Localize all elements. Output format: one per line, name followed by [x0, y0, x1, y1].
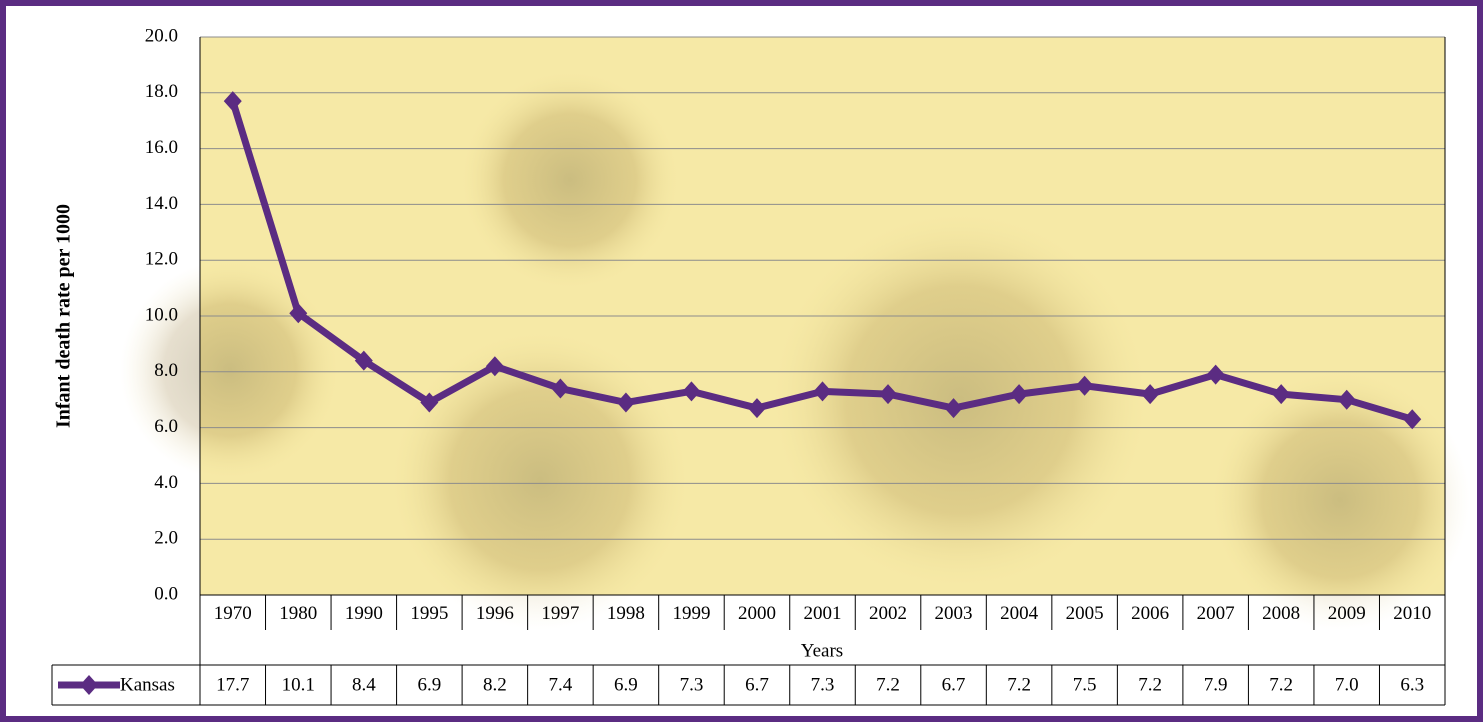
table-value: 6.7 — [745, 674, 769, 695]
table-value: 6.3 — [1400, 674, 1424, 695]
table-value: 7.0 — [1335, 674, 1359, 695]
table-value: 7.2 — [1269, 674, 1293, 695]
x-tick-label: 2004 — [1000, 603, 1039, 624]
table-value: 10.1 — [282, 674, 315, 695]
x-tick-label: 2007 — [1197, 603, 1235, 624]
x-tick-label: 1990 — [345, 603, 383, 624]
x-tick-label: 2009 — [1328, 603, 1366, 624]
y-tick-label: 20.0 — [145, 25, 178, 46]
x-tick-label: 1999 — [672, 603, 710, 624]
legend-label: Kansas — [120, 674, 175, 695]
y-tick-label: 4.0 — [154, 472, 178, 493]
x-tick-label: 2001 — [804, 603, 842, 624]
table-value: 7.3 — [680, 674, 704, 695]
table-value: 6.7 — [942, 674, 966, 695]
x-tick-label: 2005 — [1066, 603, 1104, 624]
x-tick-label: 1996 — [476, 603, 514, 624]
x-tick-label: 1997 — [541, 603, 579, 624]
page: {"chart_data": {"type": "line", "y_label… — [0, 0, 1483, 722]
table-value: 7.9 — [1204, 674, 1228, 695]
table-value: 7.2 — [876, 674, 900, 695]
table-value: 7.2 — [1138, 674, 1162, 695]
x-tick-label: 1970 — [214, 603, 252, 624]
x-tick-label: 1995 — [410, 603, 448, 624]
x-tick-label: 2008 — [1262, 603, 1300, 624]
y-tick-label: 18.0 — [145, 81, 178, 102]
y-axis-title: Infant death rate per 1000 — [53, 204, 75, 428]
y-tick-label: 0.0 — [154, 583, 178, 604]
y-tick-label: 14.0 — [145, 193, 178, 214]
x-tick-label: 2006 — [1131, 603, 1169, 624]
table-value: 17.7 — [216, 674, 249, 695]
table-value: 7.3 — [811, 674, 835, 695]
chart: Infant death rate per 1000 Years 0.0 2.0 4… — [0, 0, 1483, 722]
table-value: 8.4 — [352, 674, 376, 695]
table-value: 8.2 — [483, 674, 507, 695]
y-tick-label: 16.0 — [145, 137, 178, 158]
table-value: 6.9 — [417, 674, 441, 695]
x-tick-label: 2002 — [869, 603, 907, 624]
x-tick-label: 1998 — [607, 603, 645, 624]
table-value: 7.2 — [1007, 674, 1031, 695]
table-value: 7.5 — [1073, 674, 1097, 695]
y-tick-label: 12.0 — [145, 249, 178, 270]
x-tick-label: 2003 — [935, 603, 973, 624]
x-tick-label: 2000 — [738, 603, 776, 624]
table-value: 6.9 — [614, 674, 638, 695]
y-tick-label: 2.0 — [154, 528, 178, 549]
table-value: 7.4 — [549, 674, 573, 695]
x-tick-label: 1980 — [279, 603, 317, 624]
x-tick-label: 2010 — [1393, 603, 1431, 624]
y-tick-label: 10.0 — [145, 304, 178, 325]
y-tick-label: 8.0 — [154, 360, 178, 381]
y-tick-label: 6.0 — [154, 416, 178, 437]
x-axis-title: Years — [801, 640, 843, 661]
